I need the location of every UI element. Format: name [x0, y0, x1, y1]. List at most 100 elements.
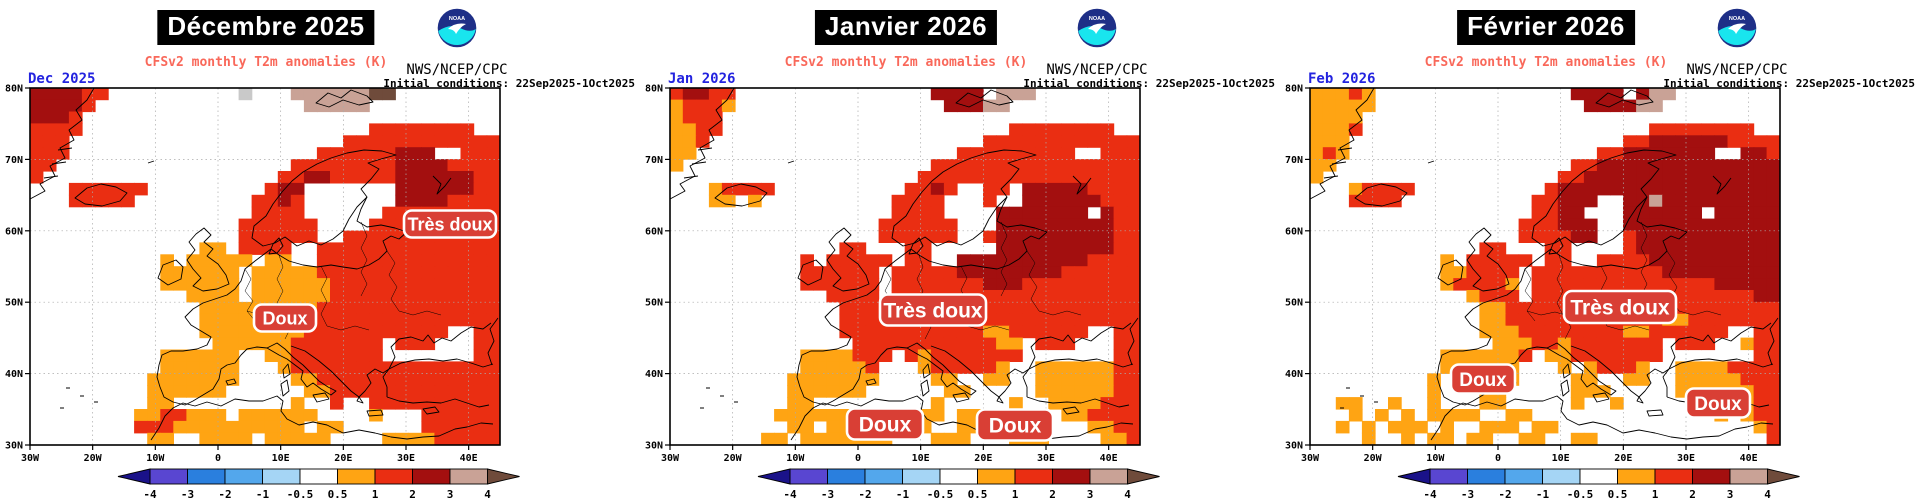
lat-tick-label: 50N	[1285, 298, 1303, 309]
map-annotation-text: Très doux	[407, 214, 492, 234]
lat-tick-label: 40N	[5, 369, 23, 380]
noaa-logo-text: NOAA	[1729, 16, 1745, 22]
panel-january: Janvier 2026 CFSv2 monthly T2m anomalies…	[640, 0, 1280, 501]
panel-subtitle: CFSv2 monthly T2m anomalies (K)	[1424, 55, 1668, 70]
initial-conditions-label: Initial conditions: 22Sep2025-1Oct2025	[1663, 77, 1915, 90]
scale-right-arrow	[1127, 468, 1160, 485]
scale-left-arrow	[117, 468, 151, 485]
lon-tick-label: 0	[1495, 453, 1501, 464]
map-annotation: Très doux	[402, 209, 498, 239]
map-area-january: 80N 70N 60N 50N 40N 30N 30W 20W 10W 0 10E 20E 30E 40E…	[640, 80, 1280, 501]
scale-tick-label: 0.5	[968, 488, 988, 501]
map-annotation: Doux	[975, 408, 1055, 442]
lon-tick-label: 10E	[912, 453, 930, 464]
lon-tick-label: 40E	[1740, 453, 1758, 464]
panel-title: Février 2026	[1457, 10, 1635, 45]
lon-tick-label: 30E	[1037, 453, 1055, 464]
lon-tick-label: 20W	[1364, 453, 1383, 464]
map-area-february: 80N 70N 60N 50N 40N 30N 30W 20W 10W 0 10E 20E 30E 40E…	[1280, 80, 1920, 501]
coastlines	[1309, 87, 1779, 441]
panel-subtitle: CFSv2 monthly T2m anomalies (K)	[784, 55, 1028, 70]
map-area-december: 80N 70N 60N 50N 40N 30N 30W 20W 10W 0 10E 20E 30E 40E…	[0, 80, 640, 501]
map-frame	[1309, 87, 1781, 446]
lon-tick-label: 30W	[21, 453, 40, 464]
lat-tick-label: 80N	[645, 84, 663, 95]
scale-tick-label: -1	[896, 488, 910, 501]
lat-tick-label: 70N	[5, 155, 23, 166]
scale-tick-label: -1	[1536, 488, 1550, 501]
scale-left-arrow	[757, 468, 791, 485]
scale-tick-label: 4	[1764, 488, 1771, 501]
lon-tick-label: 30E	[1677, 453, 1695, 464]
panel-subtitle: CFSv2 monthly T2m anomalies (K)	[144, 55, 388, 70]
lon-tick-label: 20W	[724, 453, 743, 464]
lat-tick-label: 60N	[645, 226, 663, 237]
scale-tick-label: -0.5	[1567, 488, 1594, 501]
color-scale: -4 -3 -2 -1 -0.5 0.5 1 2 3 4	[117, 468, 520, 501]
noaa-logo-text: NOAA	[1089, 16, 1105, 22]
lon-tick-label: 20E	[974, 453, 992, 464]
map-frame	[29, 87, 501, 446]
map-annotation: Doux	[1449, 363, 1517, 395]
scale-tick-label: -2	[1498, 488, 1511, 501]
lat-tick-label: 60N	[5, 226, 23, 237]
lat-tick-label: 70N	[645, 155, 663, 166]
month-tag: Feb 2026	[1308, 71, 1376, 87]
map-annotation: Très doux	[1562, 289, 1678, 325]
map-annotation: Doux	[1684, 387, 1752, 419]
lon-tick-label: 30W	[1301, 453, 1320, 464]
lon-tick-label: 40E	[1100, 453, 1118, 464]
scale-tick-label: -2	[858, 488, 871, 501]
lat-tick-label: 70N	[1285, 155, 1303, 166]
scale-tick-label: -2	[218, 488, 231, 501]
lon-tick-label: 10W	[786, 453, 805, 464]
scale-tick-label: 4	[484, 488, 491, 501]
lat-tick-label: 80N	[1285, 84, 1303, 95]
scale-right-arrow	[1767, 468, 1800, 485]
map-frame	[669, 87, 1141, 446]
lon-tick-label: 20W	[84, 453, 103, 464]
noaa-emblem: NOAA	[1077, 8, 1117, 48]
lat-tick-label: 30N	[5, 441, 23, 452]
lat-tick-label: 40N	[645, 369, 663, 380]
noaa-logo-icon: NOAA	[1077, 8, 1119, 52]
lon-tick-label: 20E	[334, 453, 352, 464]
initial-conditions-label: Initial conditions: 22Sep2025-1Oct2025	[383, 77, 635, 90]
lon-tick-label: 10W	[146, 453, 165, 464]
scale-tick-label: 2	[409, 488, 416, 501]
scale-tick-label: -3	[181, 488, 194, 501]
agency-label: NWS/NCEP/CPC	[1046, 62, 1148, 78]
anomaly-grid	[669, 87, 1141, 446]
lon-tick-label: 30W	[661, 453, 680, 464]
lat-tick-label: 80N	[5, 84, 23, 95]
lon-tick-label: 10E	[1552, 453, 1570, 464]
map-annotation-text: Doux	[1459, 370, 1507, 391]
scale-tick-label: -4	[1423, 488, 1437, 501]
map-annotation: Doux	[845, 407, 925, 441]
lon-tick-label: 10E	[272, 453, 290, 464]
panel-title: Décembre 2025	[157, 10, 375, 45]
scale-tick-label: 1	[372, 488, 379, 501]
lon-tick-label: 20E	[1614, 453, 1632, 464]
scale-tick-label: 2	[1689, 488, 1696, 501]
lat-tick-label: 50N	[645, 298, 663, 309]
lat-tick-label: 30N	[1285, 441, 1303, 452]
agency-label: NWS/NCEP/CPC	[1686, 62, 1788, 78]
lon-tick-label: 10W	[1426, 453, 1445, 464]
color-scale: -4 -3 -2 -1 -0.5 0.5 1 2 3 4	[1397, 468, 1800, 501]
scale-tick-label: 1	[1652, 488, 1659, 501]
agency-label: NWS/NCEP/CPC	[406, 62, 508, 78]
scale-tick-label: 4	[1124, 488, 1131, 501]
scale-tick-label: 0.5	[328, 488, 348, 501]
initial-conditions-label: Initial conditions: 22Sep2025-1Oct2025	[1023, 77, 1275, 90]
anomaly-grid	[29, 87, 501, 446]
noaa-logo-icon: NOAA	[1717, 8, 1759, 52]
map-annotation-text: Très doux	[883, 300, 983, 323]
